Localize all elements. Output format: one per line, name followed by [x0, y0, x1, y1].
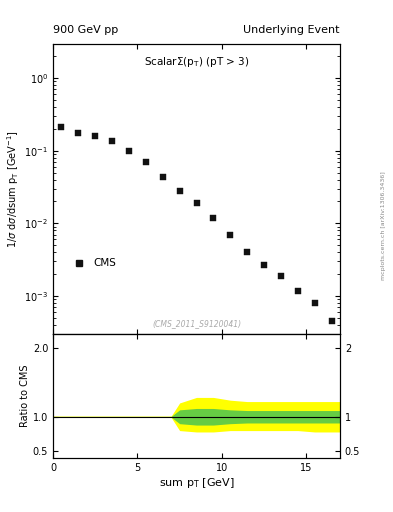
Text: (CMS_2011_S9120041): (CMS_2011_S9120041) — [152, 319, 241, 328]
Y-axis label: 1/$\sigma$ d$\sigma$/dsum p$_\mathregular{T}$ [GeV$^{-1}$]: 1/$\sigma$ d$\sigma$/dsum p$_\mathregula… — [6, 130, 22, 248]
Text: 900 GeV pp: 900 GeV pp — [53, 25, 118, 35]
Y-axis label: Ratio to CMS: Ratio to CMS — [20, 365, 30, 428]
Text: Scalar$\Sigma$(p$_\mathregular{T}$) (pT > 3): Scalar$\Sigma$(p$_\mathregular{T}$) (pT … — [144, 55, 249, 69]
X-axis label: sum p$_\mathregular{T}$ [GeV]: sum p$_\mathregular{T}$ [GeV] — [159, 476, 234, 490]
Text: mcplots.cern.ch [arXiv:1306.3436]: mcplots.cern.ch [arXiv:1306.3436] — [381, 171, 386, 280]
Text: Underlying Event: Underlying Event — [243, 25, 340, 35]
Text: CMS: CMS — [93, 258, 116, 268]
